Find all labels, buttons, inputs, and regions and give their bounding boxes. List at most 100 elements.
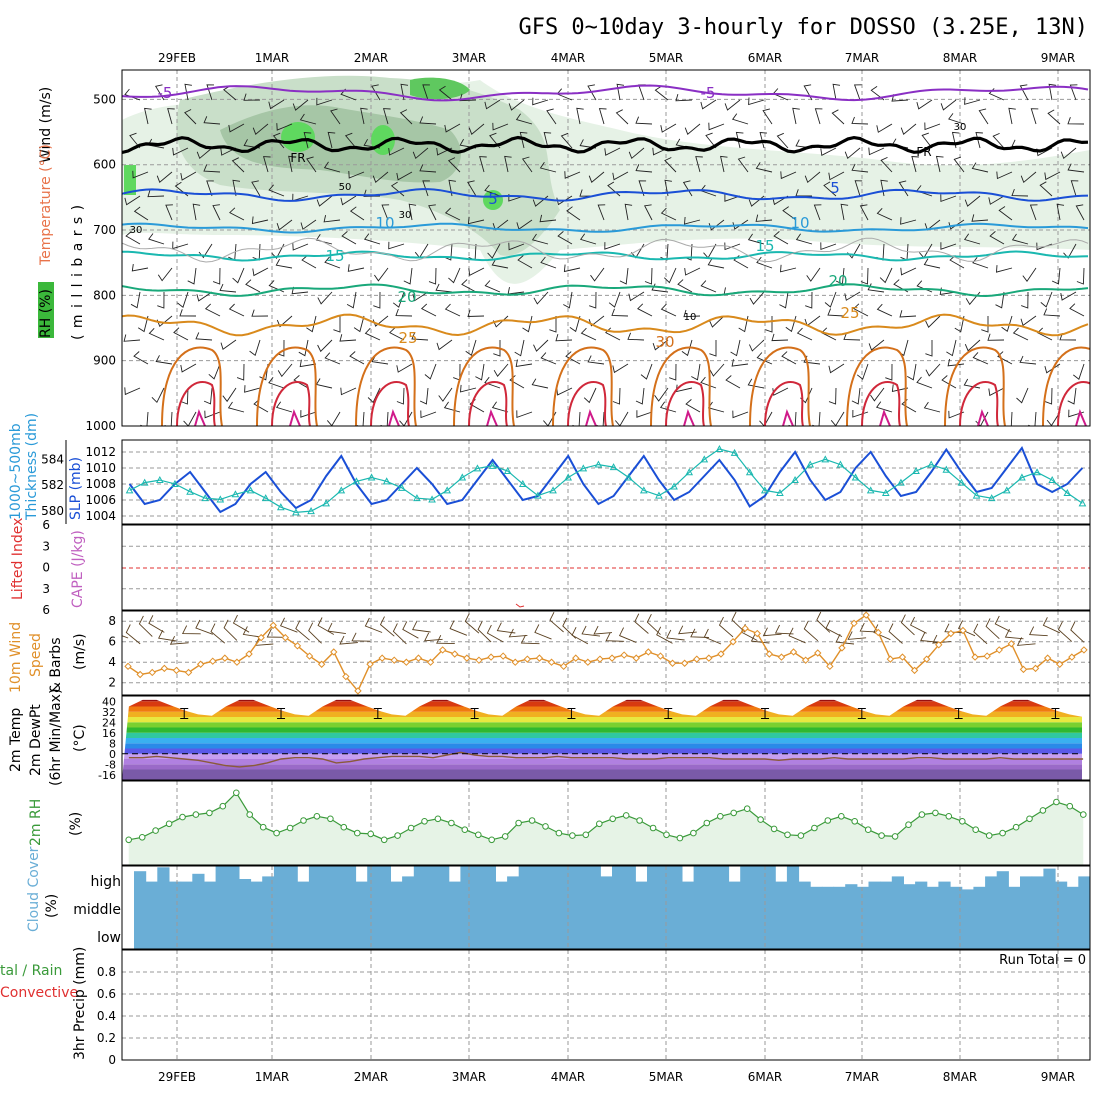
- wind-barb: [732, 410, 749, 419]
- wind-barb: [1067, 387, 1077, 405]
- wind-barb: [546, 108, 557, 125]
- temp-tick: 40: [102, 695, 116, 708]
- wind-barb: [403, 267, 413, 285]
- wind-barb: [1070, 180, 1079, 197]
- wind-barb: [1029, 204, 1038, 221]
- lifted-tick: 3: [42, 539, 50, 553]
- wind-barb: [316, 97, 333, 106]
- wind-barb: [137, 315, 149, 333]
- cloud-level-high: high: [90, 874, 121, 890]
- thickness-point: [1033, 468, 1041, 476]
- wind-barb: [484, 376, 501, 389]
- wind-barb: [669, 363, 677, 381]
- isotherm-label: 30: [655, 333, 674, 351]
- wind-barb: [348, 170, 365, 179]
- wind-barb: [292, 99, 309, 111]
- wind-barb: [549, 316, 557, 333]
- label-t2m: 2m Temp: [8, 708, 24, 772]
- thickness-point: [216, 495, 225, 503]
- upper-y-tick: 900: [93, 354, 116, 368]
- wind-barb: [827, 308, 845, 317]
- rh2m-point: [461, 826, 469, 834]
- wind10-barb: [181, 625, 201, 635]
- wind-barb: [557, 231, 573, 245]
- thickness-point: [382, 477, 391, 485]
- wind-barb: [749, 291, 765, 305]
- date-label-bottom: 5MAR: [649, 1070, 684, 1084]
- thickness-point: [942, 465, 951, 473]
- rh2m-point: [528, 817, 536, 824]
- wind-barb: [447, 157, 461, 173]
- wind-barb: [363, 233, 381, 245]
- wind10-barb: [327, 622, 346, 635]
- wind10-point: [1043, 654, 1052, 662]
- thickness-point: [534, 491, 542, 499]
- lifted-tick: 6: [42, 518, 50, 532]
- wind-barb: [900, 267, 917, 276]
- wind-barb: [245, 279, 261, 293]
- wind-barb: [419, 387, 429, 405]
- rh2m-point: [622, 812, 630, 819]
- wind-barb: [1043, 308, 1061, 317]
- wind-barb: [635, 116, 653, 125]
- cloud-high-bar: [682, 881, 695, 892]
- rh2m-point: [1026, 815, 1033, 823]
- wind-barb: [206, 180, 214, 197]
- wind-barb: [640, 363, 653, 380]
- wind-barb: [1039, 181, 1053, 197]
- cloud-high-bar: [961, 889, 974, 892]
- label-precip-mm: 3hr Precip (mm): [72, 947, 88, 1060]
- cloud-high-bar: [670, 866, 683, 892]
- wind10-point: [209, 657, 217, 665]
- thickness-point: [836, 460, 845, 468]
- rh2m-point: [1080, 811, 1087, 818]
- wind10-point: [947, 629, 955, 638]
- rh2m-point: [555, 829, 563, 837]
- rh2m-point: [770, 825, 778, 833]
- wind10-point: [414, 654, 423, 662]
- wind-barb: [563, 291, 573, 309]
- wind-barb: [708, 219, 725, 231]
- wind-barb: [925, 363, 941, 377]
- wind-barb: [165, 204, 173, 221]
- wind-barb: [124, 88, 141, 101]
- wind10-barb: [125, 624, 141, 645]
- label-td2m: 2m DewPt: [28, 704, 44, 776]
- wind-barb: [272, 132, 285, 149]
- wind-barb: [252, 267, 269, 277]
- wind-barb: [695, 156, 703, 173]
- wind10-barb: [279, 617, 298, 633]
- wind-barb: [720, 155, 728, 173]
- cloud-high-bar: [227, 866, 240, 892]
- isotherm-30-loop: [256, 346, 318, 426]
- wind-barb: [660, 303, 677, 317]
- rh2m-point: [838, 813, 845, 820]
- wind-barb: [911, 156, 919, 173]
- rh2m-point: [1066, 802, 1074, 810]
- wind10-barb: [888, 623, 903, 644]
- cloud-high-bar: [588, 866, 601, 892]
- minmax-bar: [373, 707, 382, 719]
- thickness-point: [987, 494, 996, 502]
- wind-barb: [1048, 83, 1057, 101]
- wind10-barb: [581, 625, 601, 637]
- cloud-high-bar: [308, 866, 322, 892]
- label-cloud-units: (%): [44, 894, 60, 918]
- wind-barb: [731, 113, 749, 125]
- cloud-high-bar: [985, 876, 998, 892]
- wind-barb: [1011, 233, 1029, 245]
- wind-barb: [828, 387, 837, 405]
- rh-shade-90a: [410, 77, 470, 100]
- cloud-high-bar: [600, 876, 613, 892]
- cloud-high-bar: [413, 866, 426, 892]
- isotherm-5: [122, 188, 1089, 202]
- rh2m-point: [300, 817, 307, 824]
- wind-barb: [900, 123, 917, 135]
- wind-barb: [685, 399, 701, 413]
- date-label-bottom: 3MAR: [452, 1070, 487, 1084]
- rh2m-point: [824, 817, 832, 824]
- wind-barb: [155, 355, 173, 365]
- wind-barb: [820, 242, 837, 251]
- wind-barb: [504, 155, 512, 173]
